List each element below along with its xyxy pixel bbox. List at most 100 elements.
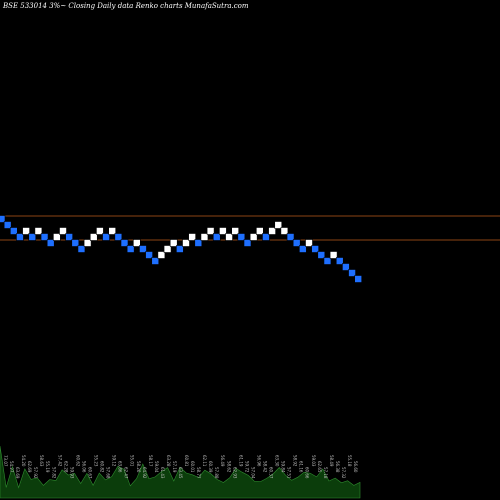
volume-silhouette [0,445,361,499]
renko-brick-up [182,239,190,247]
volume-label: 55.23 [94,455,99,467]
renko-brick-up [22,227,30,235]
volume-label: 57.51 [287,467,292,479]
renko-brick-down [102,233,110,241]
volume-label: 58.26 [136,461,141,473]
renko-brick-down [40,233,49,241]
renko-brick-down [323,257,332,265]
renko-brick-up [225,233,233,241]
renko-brick-up [133,239,141,247]
renko-brick-down [0,215,6,223]
renko-brick-up [169,239,178,247]
volume-label: 55.19 [45,461,50,473]
renko-brick-up [200,233,209,241]
volume-label: 63.45 [178,467,183,479]
renko-brick-down [286,233,295,241]
renko-brick-down [151,257,160,265]
renko-brick-up [268,227,276,235]
renko-brick-up [249,233,258,241]
renko-brick-down [317,251,326,259]
volume-label: 57.19 [172,461,177,473]
renko-brick-down [16,233,24,241]
volume-label: 56.06 [81,461,86,473]
volume-label: 63.30 [275,455,280,467]
renko-brick-up [280,227,289,235]
renko-brick-up [329,251,338,259]
volume-label: 62.65 [317,461,322,473]
volume-label: 56.38 [335,461,340,473]
renko-brick-up [83,239,92,247]
renko-brick-up [96,227,104,235]
renko-brick-up [219,227,227,235]
renko-brick-down [354,275,363,283]
renko-brick-up [274,221,283,229]
renko-brick-up [206,227,215,235]
renko-brick-up [89,233,98,241]
volume-label: 61.16 [299,461,304,473]
volume-label: 61.43 [160,467,165,479]
volume-label: 55.18 [347,455,352,467]
volume-label: 54.27 [9,461,14,473]
volume-label: 58.63 [39,455,44,467]
renko-brick-down [10,227,18,235]
volume-label: 62.28 [63,461,68,473]
volume-label: 57.18 [323,467,328,479]
renko-brick-down [311,245,319,253]
volume-label: 60.01 [190,461,195,473]
renko-brick-up [163,245,172,253]
volume-label: 60.82 [100,461,105,473]
renko-brick-up [188,233,196,241]
volume-labels: 73.0754.2763.6954.2062.6957.9258.6355.19… [3,455,358,479]
volume-label: 58.77 [196,467,201,479]
renko-brick-down [348,269,356,277]
volume-label: 63.28 [166,455,171,467]
renko-brick-down [3,221,12,229]
volume-label: 57.04 [250,467,255,479]
renko-brick-up [231,227,239,235]
volume-label: 73.07 [3,455,8,467]
volume-label: 63.86 [118,461,123,473]
renko-brick-down [292,239,301,247]
volume-label: 59.84 [281,461,286,473]
renko-brick-down [139,245,147,253]
volume-label: 60.62 [75,455,80,467]
renko-brick-down [212,233,221,241]
volume-label: 59.12 [112,455,117,467]
volume-label: 57.88 [214,467,219,479]
volume-label: 56.96 [256,455,261,467]
renko-brick-down [176,245,184,253]
volume-label: 63.69 [15,467,20,479]
volume-label: 57.92 [33,467,38,479]
volume-area [0,445,361,499]
renko-brick-down [46,239,55,247]
volume-label: 60.37 [269,467,274,479]
renko-brick-up [59,227,67,235]
volume-label: 59.04 [154,461,159,473]
renko-brick-up [305,239,313,247]
volume-label: 61.19 [238,455,243,467]
volume-label: 58.17 [148,455,153,467]
volume-label: 64.92 [142,467,147,479]
volume-label: 58.42 [263,461,268,473]
volume-label: 59.72 [244,461,249,473]
volume-label: 62.69 [27,461,32,473]
renko-brick-down [126,245,135,253]
volume-label: 56.60 [353,461,358,473]
renko-brick-up [108,227,116,235]
renko-brick-up [53,233,61,241]
renko-brick-down [145,251,153,259]
volume-label: 62.11 [202,455,207,467]
renko-brick-down [65,233,73,241]
renko-brick-up [34,227,43,235]
renko-brick-down [114,233,123,241]
volume-label: 59.93 [69,467,74,479]
renko-brick-up [255,227,264,235]
renko-brick-up [157,251,166,259]
volume-label: 58.62 [226,461,231,473]
renko-brick-down [243,239,252,247]
chart-title: BSE 533014 3%~ Closing Daily data Renko … [2,2,249,10]
renko-brick-down [299,245,307,253]
volume-label: 57.82 [51,467,56,479]
volume-label: 56.49 [220,455,225,467]
